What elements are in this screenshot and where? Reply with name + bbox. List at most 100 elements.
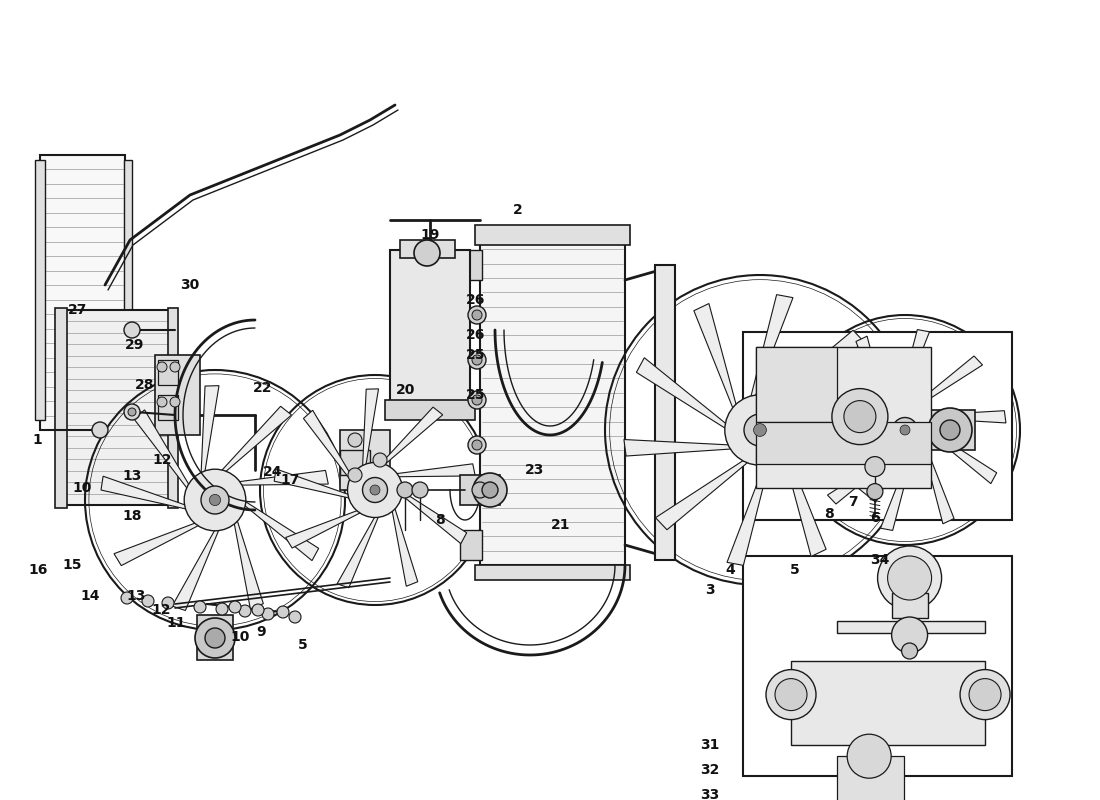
Polygon shape [804,437,884,450]
Circle shape [888,556,932,600]
Polygon shape [236,470,328,485]
Text: 10: 10 [230,630,250,644]
Circle shape [363,478,387,502]
Circle shape [468,306,486,324]
Circle shape [900,425,910,435]
Bar [55,308,67,508]
Text: 23: 23 [525,463,544,477]
Circle shape [766,670,816,720]
Bar [460,530,482,560]
Circle shape [473,473,507,507]
Circle shape [170,362,180,372]
Bar [197,615,233,660]
Text: 7: 7 [848,495,858,509]
Polygon shape [172,527,220,610]
Text: 10: 10 [72,481,91,495]
Text: 29: 29 [125,338,144,352]
Circle shape [262,608,274,620]
Circle shape [472,395,482,405]
Circle shape [878,402,933,458]
Text: 15: 15 [62,558,81,572]
Bar [475,565,630,580]
Polygon shape [898,330,929,406]
Polygon shape [134,410,190,490]
Bar [460,475,500,505]
Circle shape [205,628,225,648]
Circle shape [209,494,221,506]
Text: 26: 26 [466,293,485,307]
Bar [35,160,45,420]
Bar [756,422,931,464]
Bar [40,155,125,430]
Text: 24: 24 [263,465,283,479]
Bar [920,410,975,450]
Text: 20: 20 [396,383,416,397]
Text: 9: 9 [256,625,265,639]
Circle shape [157,362,167,372]
Polygon shape [923,445,954,524]
Polygon shape [827,453,898,504]
Bar [340,450,370,475]
Polygon shape [656,458,750,530]
Circle shape [370,485,379,495]
Polygon shape [913,356,982,407]
Circle shape [847,734,891,778]
Text: 13: 13 [122,469,142,483]
Text: 17: 17 [280,473,299,487]
Bar [158,360,178,385]
Bar [124,160,132,420]
Text: 33: 33 [700,788,719,800]
Bar [155,355,200,435]
Circle shape [124,322,140,338]
Circle shape [229,601,241,613]
Bar [400,240,455,258]
Text: 31: 31 [700,738,719,752]
Polygon shape [363,389,378,468]
Text: 4: 4 [725,563,735,577]
Bar [390,250,470,415]
Polygon shape [624,439,734,456]
Polygon shape [792,430,883,502]
Circle shape [892,617,927,653]
Bar [60,310,170,505]
Text: 8: 8 [824,507,834,521]
Circle shape [892,418,917,442]
Circle shape [865,457,884,477]
Polygon shape [930,430,997,484]
Circle shape [216,603,228,615]
Text: 18: 18 [122,509,142,523]
Text: 32: 32 [700,763,719,777]
Text: 16: 16 [28,563,47,577]
Circle shape [373,453,387,467]
Polygon shape [399,490,466,544]
Polygon shape [856,336,887,415]
Text: 6: 6 [870,511,880,525]
Circle shape [472,482,488,498]
Circle shape [468,436,486,454]
Circle shape [832,389,888,445]
Circle shape [128,408,136,416]
Polygon shape [770,330,865,402]
Circle shape [940,420,960,440]
Polygon shape [274,469,352,498]
Polygon shape [114,522,201,566]
Circle shape [397,482,412,498]
Bar [340,430,390,490]
Circle shape [124,404,140,420]
Polygon shape [813,376,880,430]
Text: 5: 5 [790,563,800,577]
Bar [756,347,837,422]
Polygon shape [233,518,263,609]
Bar [480,235,625,565]
Polygon shape [750,294,793,399]
Bar [742,556,1012,776]
Bar [791,661,986,745]
Polygon shape [727,461,770,566]
Circle shape [414,240,440,266]
Polygon shape [637,358,728,430]
Circle shape [348,462,403,518]
Circle shape [744,414,775,446]
Polygon shape [785,404,896,421]
Circle shape [902,643,917,659]
Circle shape [194,601,206,613]
